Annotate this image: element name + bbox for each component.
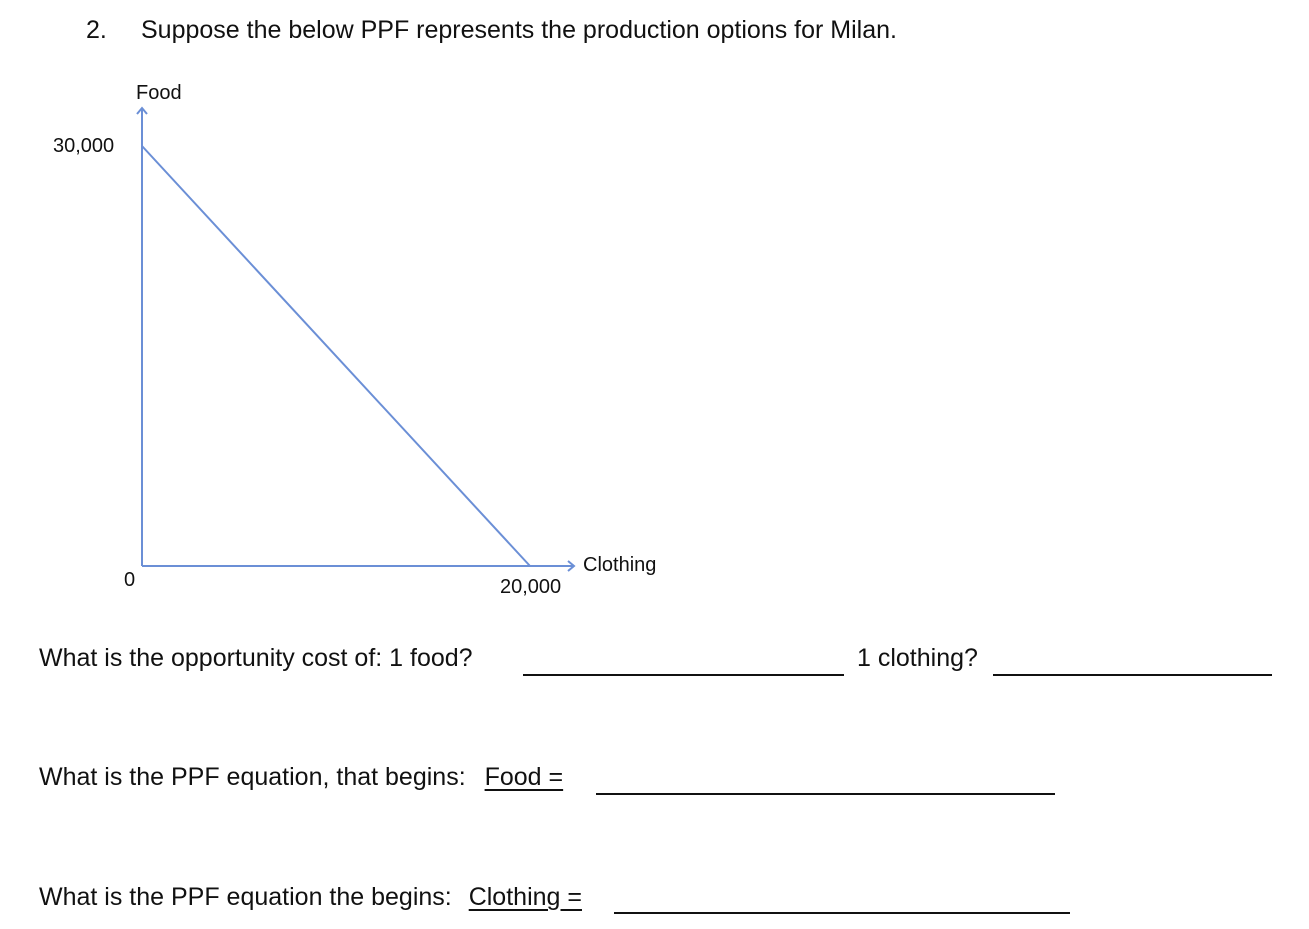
question-number: 2. [86,16,107,44]
opportunity-cost-food-question: What is the opportunity cost of: 1 food? [39,644,473,672]
food-equation-prompt: What is the PPF equation, that begins: [39,763,466,791]
y-tick-label-30000: 30,000 [53,135,115,157]
x-tick-label-20000: 20,000 [500,576,562,598]
y-axis-label: Food [136,82,182,104]
x-axis-arrow-icon [567,560,576,572]
clothing-equation-question: What is the PPF equation the begins: Clo… [39,883,582,912]
food-equation-answer-blank[interactable] [596,793,1055,795]
opportunity-cost-food-answer-blank[interactable] [523,674,844,676]
food-equation-question: What is the PPF equation, that begins: F… [39,763,563,792]
clothing-equation-prompt: What is the PPF equation the begins: [39,883,452,911]
opportunity-cost-clothing-answer-blank[interactable] [993,674,1272,676]
x-axis-label: Clothing [583,554,657,576]
y-axis-arrow-icon [136,106,148,115]
question-prompt: Suppose the below PPF represents the pro… [141,16,897,44]
x-tick-label-0: 0 [124,569,136,591]
clothing-equation-start: Clothing = [468,883,582,911]
food-equation-start: Food = [484,763,564,791]
clothing-equation-answer-blank[interactable] [614,912,1070,914]
ppf-line [141,145,531,567]
opportunity-cost-clothing-question: 1 clothing? [857,644,978,672]
